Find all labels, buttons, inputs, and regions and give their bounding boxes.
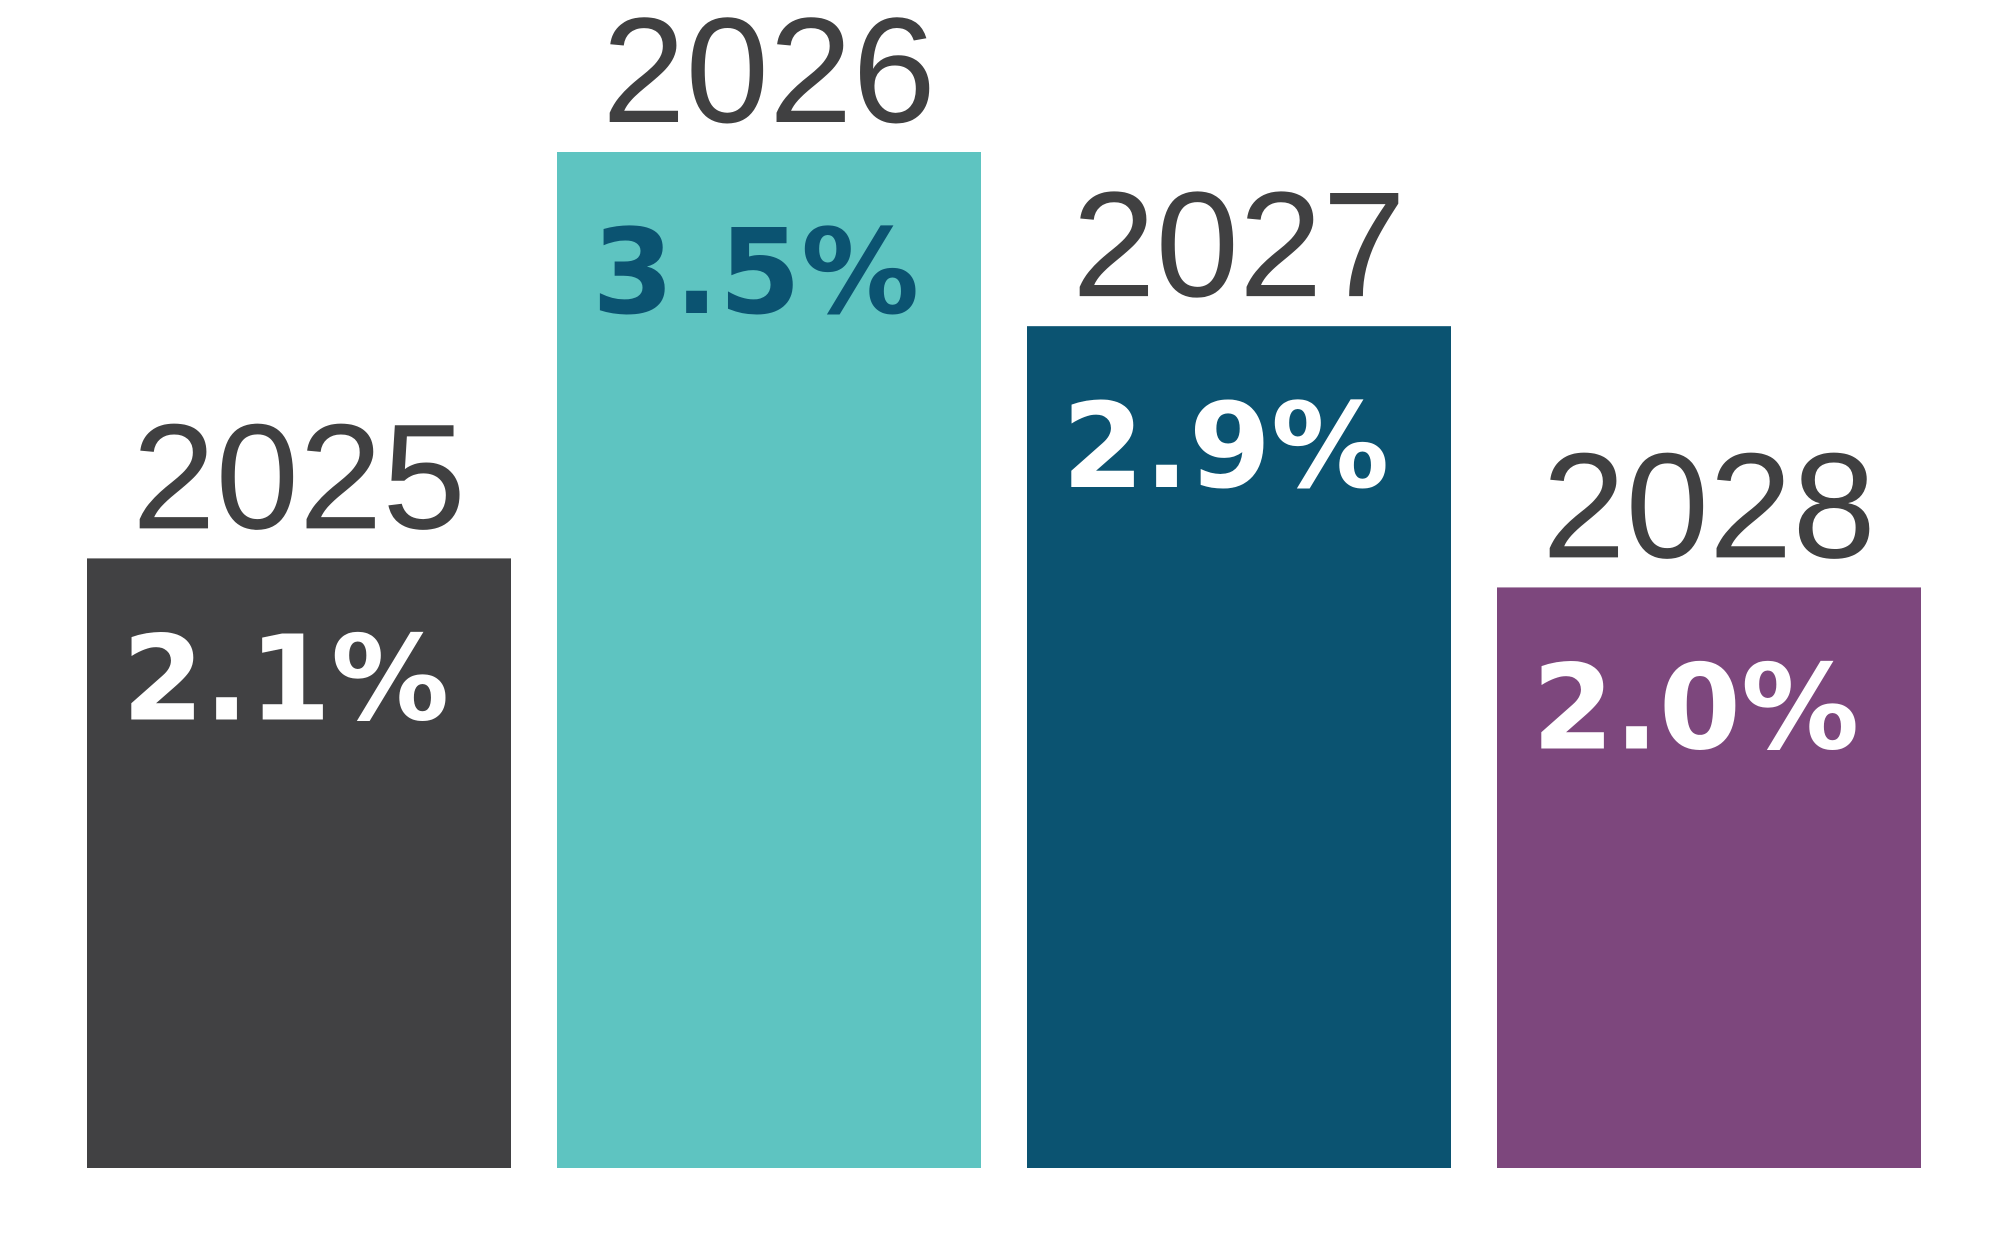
value-label-2027: 2.9%	[1062, 377, 1389, 515]
year-label-2025: 2025	[132, 392, 466, 560]
value-label-2026: 3.5%	[592, 203, 919, 341]
bar-2028	[1497, 587, 1921, 1168]
year-label-2027: 2027	[1072, 160, 1406, 328]
value-label-2025: 2.1%	[122, 609, 449, 747]
year-label-2028: 2028	[1542, 421, 1876, 589]
value-labels-group: 2.1% 3.5% 2.9% 2.0%	[122, 203, 1859, 776]
value-label-2028: 2.0%	[1532, 638, 1859, 776]
year-labels-group: 2025 2026 2027 2028	[132, 0, 1876, 589]
bars-group	[87, 152, 1921, 1169]
year-label-2026: 2026	[602, 0, 936, 154]
bar-2025	[87, 558, 511, 1168]
bar-2027	[1027, 326, 1451, 1169]
bar-2026	[557, 152, 981, 1168]
